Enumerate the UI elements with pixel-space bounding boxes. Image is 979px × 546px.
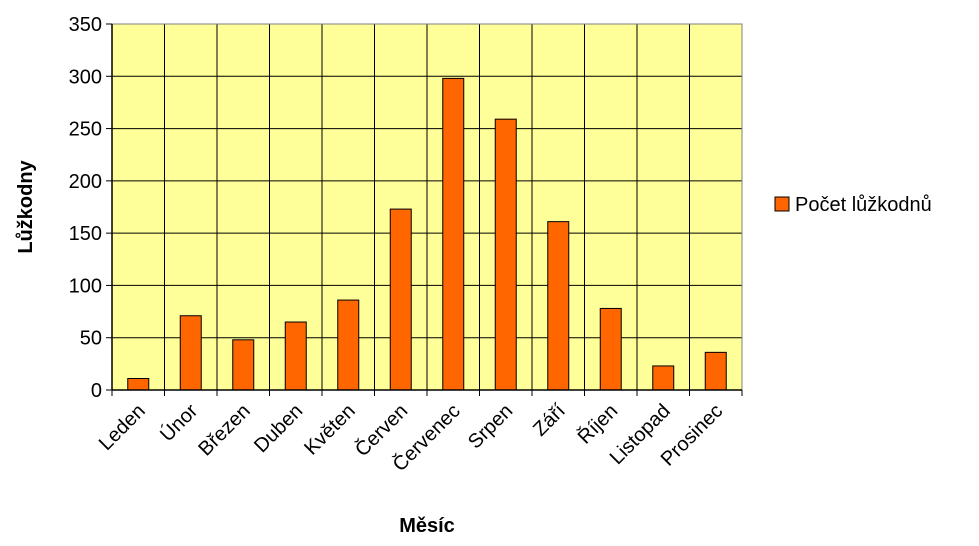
bar	[704, 351, 727, 391]
x-axis-title: Měsíc	[399, 515, 455, 537]
bar	[442, 77, 465, 391]
y-tick-label: 150	[69, 223, 102, 245]
y-axis-title: Lůžkodny	[15, 159, 37, 253]
y-tick-label: 0	[91, 380, 102, 402]
bar	[547, 221, 570, 391]
y-axis: 0 50 100 150 200 250 300 350	[69, 14, 113, 402]
x-tick-label: Únor	[155, 399, 202, 446]
y-tick-label: 50	[80, 328, 102, 350]
bar	[337, 299, 360, 391]
x-tick-label: Leden	[95, 400, 150, 455]
y-tick-label: 350	[69, 14, 102, 36]
x-tick-label: Září	[529, 400, 570, 441]
legend-swatch	[774, 196, 790, 212]
y-tick-label: 250	[69, 119, 102, 141]
bar	[599, 307, 622, 391]
x-axis: Leden ÚnorBřezenDubenKvětenČervenČervenec…	[95, 389, 743, 476]
y-tick-label: 100	[69, 275, 102, 297]
y-tick-label: 300	[69, 66, 102, 88]
bar	[652, 365, 675, 391]
bar	[284, 321, 307, 391]
bar	[494, 118, 517, 391]
x-tick-label: Květen	[300, 400, 360, 460]
x-tick-label: Březen	[194, 400, 254, 460]
bar	[389, 208, 412, 391]
y-tick-label: 200	[69, 171, 102, 193]
bar	[127, 377, 150, 391]
bar	[232, 339, 255, 391]
x-tick-label: Říjen	[573, 399, 622, 448]
bars	[127, 77, 727, 391]
x-tick-label: Srpen	[464, 400, 517, 453]
x-tick-label: Duben	[250, 400, 307, 457]
legend-label: Počet lůžkodnů	[795, 194, 932, 216]
legend: Počet lůžkodnů	[774, 194, 932, 216]
bar	[179, 315, 202, 391]
